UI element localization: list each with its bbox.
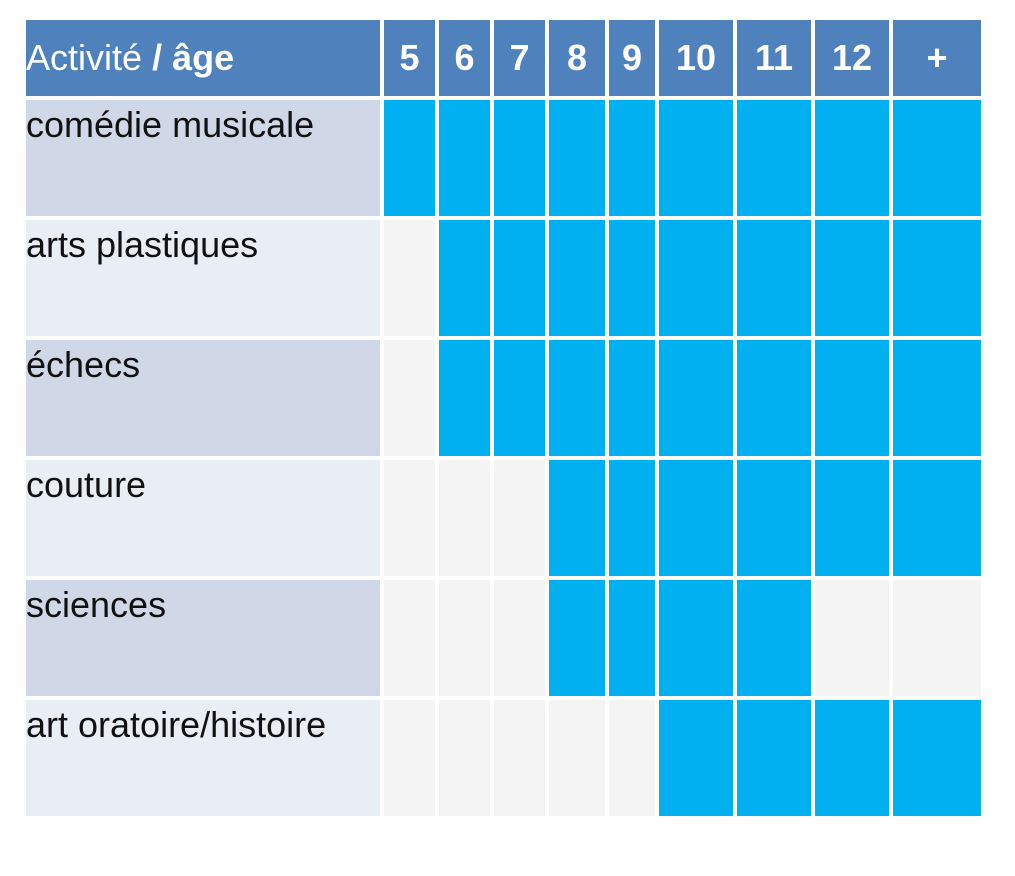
header-row: Activité / âge 5 6 7 8 9 10 11 12 + (26, 20, 981, 96)
age-cell-available (609, 220, 655, 336)
table-row: arts plastiques (26, 220, 981, 336)
table-row: sciences (26, 580, 981, 696)
age-cell-available (737, 580, 811, 696)
age-header-9: 9 (609, 20, 655, 96)
age-cell-available (659, 340, 733, 456)
age-header-7: 7 (494, 20, 545, 96)
age-cell-unavailable (494, 460, 545, 576)
header-separator: / (152, 37, 163, 78)
activity-rows: comédie musicale arts plastiques échecs cou… (26, 100, 981, 816)
age-cell-unavailable (494, 700, 545, 816)
age-cell-available (815, 460, 889, 576)
age-cell-available (494, 340, 545, 456)
age-cell-available (659, 580, 733, 696)
age-cell-available (609, 460, 655, 576)
activity-name: comédie musicale (26, 100, 380, 216)
age-cell-available (549, 340, 605, 456)
age-cell-available (609, 580, 655, 696)
age-cell-available (893, 100, 981, 216)
age-cell-unavailable (439, 700, 490, 816)
age-header-11: 11 (737, 20, 811, 96)
activity-age-table: Activité / âge 5 6 7 8 9 10 11 12 + comé… (22, 16, 985, 820)
table-row: échecs (26, 340, 981, 456)
age-cell-available (494, 100, 545, 216)
age-cell-available (815, 700, 889, 816)
age-cell-unavailable (439, 580, 490, 696)
age-cell-available (737, 220, 811, 336)
age-cell-available (815, 220, 889, 336)
age-cell-available (439, 100, 490, 216)
age-cell-unavailable (439, 460, 490, 576)
age-cell-available (737, 100, 811, 216)
age-header-plus: + (893, 20, 981, 96)
age-cell-unavailable (549, 700, 605, 816)
age-cell-available (893, 700, 981, 816)
age-cell-available (659, 700, 733, 816)
age-cell-available (439, 220, 490, 336)
table-row: couture (26, 460, 981, 576)
age-cell-unavailable (384, 700, 435, 816)
age-cell-available (609, 340, 655, 456)
age-cell-available (815, 100, 889, 216)
age-cell-unavailable (384, 220, 435, 336)
age-cell-unavailable (494, 580, 545, 696)
age-cell-available (737, 460, 811, 576)
age-cell-unavailable (384, 460, 435, 576)
age-cell-available (659, 100, 733, 216)
age-cell-unavailable (384, 580, 435, 696)
age-cell-unavailable (384, 340, 435, 456)
header-age-label: âge (172, 37, 235, 78)
age-cell-available (893, 460, 981, 576)
activity-name: art oratoire/histoire (26, 700, 380, 816)
age-cell-available (609, 100, 655, 216)
table-row: art oratoire/histoire (26, 700, 981, 816)
header-activity-age: Activité / âge (26, 20, 380, 96)
age-cell-available (549, 580, 605, 696)
age-cell-unavailable (815, 580, 889, 696)
age-cell-unavailable (893, 580, 981, 696)
age-cell-available (549, 220, 605, 336)
age-cell-available (893, 340, 981, 456)
age-cell-available (384, 100, 435, 216)
activity-name: échecs (26, 340, 380, 456)
age-cell-available (893, 220, 981, 336)
age-cell-available (737, 700, 811, 816)
age-cell-available (549, 100, 605, 216)
age-header-12: 12 (815, 20, 889, 96)
age-header-10: 10 (659, 20, 733, 96)
activity-name: arts plastiques (26, 220, 380, 336)
header-activity-label: Activité (26, 37, 143, 78)
age-header-5: 5 (384, 20, 435, 96)
age-header-6: 6 (439, 20, 490, 96)
age-cell-available (815, 340, 889, 456)
age-cell-available (439, 340, 490, 456)
activity-name: couture (26, 460, 380, 576)
age-cell-available (659, 220, 733, 336)
age-cell-unavailable (609, 700, 655, 816)
table-row: comédie musicale (26, 100, 981, 216)
age-cell-available (737, 340, 811, 456)
age-cell-available (549, 460, 605, 576)
age-cell-available (494, 220, 545, 336)
age-header-8: 8 (549, 20, 605, 96)
activity-name: sciences (26, 580, 380, 696)
age-cell-available (659, 460, 733, 576)
